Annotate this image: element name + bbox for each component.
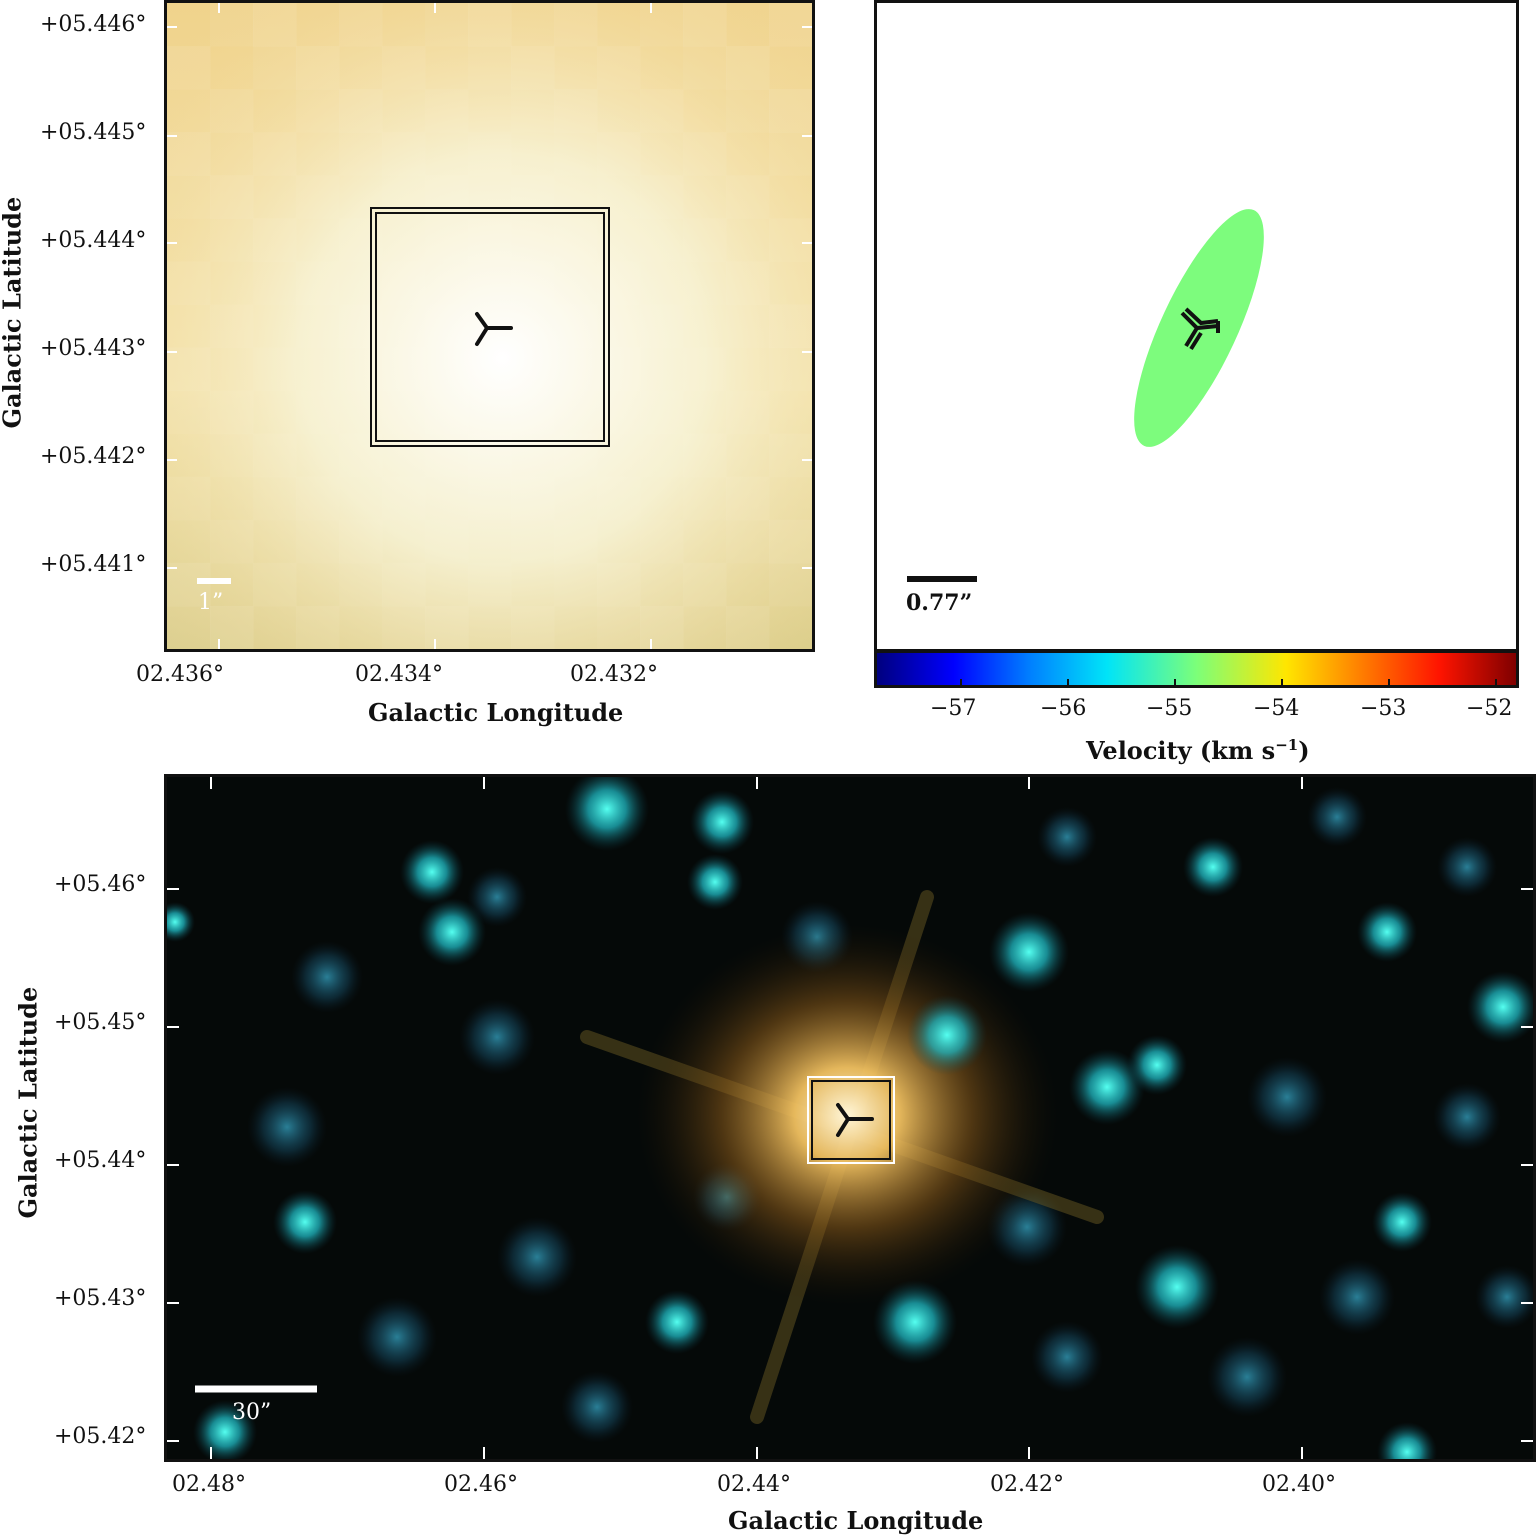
x-tick-label: 02.44° bbox=[717, 1472, 791, 1497]
scale-bar-label: 0.77” bbox=[906, 590, 973, 616]
source-marker-icon bbox=[836, 1103, 874, 1137]
x-axis-title: Galactic Longitude bbox=[728, 1506, 984, 1535]
star bbox=[400, 840, 464, 904]
faint-star bbox=[1437, 837, 1497, 897]
star bbox=[1183, 837, 1243, 897]
source-marker-icon bbox=[475, 312, 513, 346]
y-tick-label: +05.441° bbox=[40, 552, 147, 577]
source-marker-icon bbox=[1180, 307, 1220, 351]
star bbox=[687, 854, 743, 910]
y-tick-label: +05.442° bbox=[40, 444, 147, 469]
y-tick-label: +05.446° bbox=[40, 12, 147, 37]
faint-star bbox=[1433, 1083, 1501, 1151]
colorbar bbox=[874, 650, 1519, 688]
x-tick-label: 02.46° bbox=[444, 1472, 518, 1497]
y-tick-label: +05.45° bbox=[54, 1010, 147, 1035]
faint-star bbox=[357, 1297, 437, 1377]
faint-star bbox=[247, 1087, 327, 1167]
star bbox=[907, 995, 987, 1075]
star bbox=[1135, 1245, 1219, 1329]
star bbox=[1069, 1049, 1145, 1125]
x-tick-label: 02.48° bbox=[172, 1472, 246, 1497]
star bbox=[645, 1290, 709, 1354]
velocity-map-panel bbox=[874, 0, 1519, 652]
faint-star bbox=[459, 999, 535, 1075]
x-tick-label: 02.40° bbox=[1262, 1472, 1336, 1497]
y-tick-label: +05.444° bbox=[40, 228, 147, 253]
x-tick-label: 02.432° bbox=[570, 662, 658, 687]
star bbox=[690, 790, 754, 854]
colorbar-tick-label: −56 bbox=[1040, 696, 1087, 721]
aperture-box-inner bbox=[375, 212, 605, 442]
star bbox=[167, 902, 195, 942]
x-tick-label: 02.434° bbox=[355, 662, 443, 687]
faint-star bbox=[291, 941, 363, 1013]
faint-star bbox=[1247, 1057, 1327, 1137]
faint-star bbox=[1319, 1259, 1395, 1335]
velocity-map bbox=[907, 209, 1264, 582]
colorbar-tick-label: −54 bbox=[1253, 696, 1300, 721]
star bbox=[1357, 902, 1417, 962]
star bbox=[1467, 971, 1533, 1043]
star bbox=[418, 898, 486, 966]
star bbox=[1127, 1035, 1187, 1095]
scale-bar-label: 30” bbox=[232, 1400, 272, 1425]
y-tick-label: +05.443° bbox=[40, 336, 147, 361]
star bbox=[873, 1280, 957, 1364]
faint-star bbox=[1037, 807, 1097, 867]
y-tick-label: +05.44° bbox=[54, 1148, 147, 1173]
wide-field-image-panel bbox=[164, 774, 1536, 1462]
top-left-image-panel bbox=[164, 0, 815, 652]
y-axis-title: Galactic Latitude bbox=[0, 196, 27, 429]
colorbar-title: Velocity (km s−1) bbox=[1086, 736, 1310, 765]
colorbar-tick-label: −53 bbox=[1360, 696, 1407, 721]
y-tick-label: +05.43° bbox=[54, 1286, 147, 1311]
faint-star bbox=[561, 1371, 633, 1443]
aperture-box-inner bbox=[811, 1080, 891, 1160]
aperture-box bbox=[807, 1076, 895, 1164]
y-tick-label: +05.445° bbox=[40, 120, 147, 145]
x-tick-label: 02.436° bbox=[136, 662, 224, 687]
faint-star bbox=[497, 1217, 577, 1297]
star bbox=[565, 777, 649, 851]
x-tick-label: 02.42° bbox=[990, 1472, 1064, 1497]
faint-star bbox=[467, 867, 527, 927]
y-tick-label: +05.46° bbox=[54, 872, 147, 897]
faint-star bbox=[1031, 1321, 1103, 1393]
star bbox=[193, 1400, 257, 1459]
colorbar-tick-label: −55 bbox=[1146, 696, 1193, 721]
faint-star bbox=[1207, 1337, 1287, 1417]
aperture-box bbox=[370, 207, 610, 447]
faint-star bbox=[1475, 1265, 1533, 1329]
scale-bar-label: 1” bbox=[198, 590, 224, 615]
y-tick-label: +05.42° bbox=[54, 1424, 147, 1449]
y-axis-title: Galactic Latitude bbox=[13, 986, 43, 1219]
colorbar-tick-label: −52 bbox=[1466, 696, 1513, 721]
wide-field-image bbox=[167, 777, 1533, 1459]
x-axis-title: Galactic Longitude bbox=[368, 698, 624, 727]
faint-star bbox=[1307, 787, 1367, 847]
star bbox=[989, 912, 1069, 992]
star bbox=[1372, 1192, 1432, 1252]
top-left-image bbox=[167, 3, 812, 649]
star bbox=[273, 1190, 337, 1254]
star bbox=[1377, 1422, 1437, 1459]
colorbar-tick-label: −57 bbox=[930, 696, 977, 721]
